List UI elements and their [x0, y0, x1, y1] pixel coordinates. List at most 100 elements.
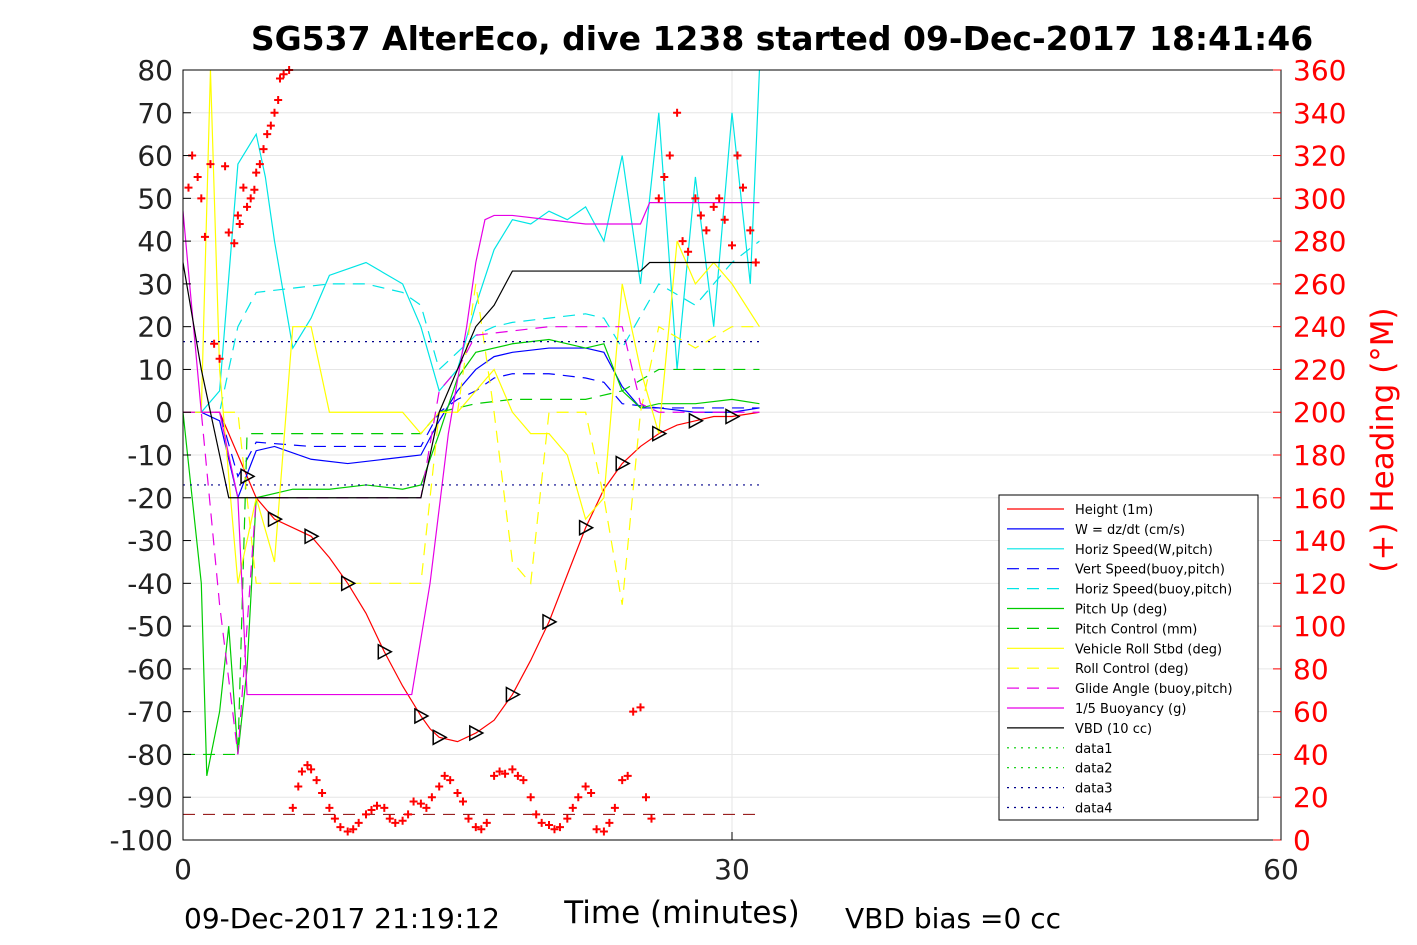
heading-point — [318, 788, 327, 797]
legend-label: Horiz Speed(buoy,pitch) — [1075, 583, 1232, 598]
y-tick-label: -40 — [127, 567, 173, 600]
heading-point — [477, 825, 486, 834]
footer-timestamp: 09-Dec-2017 21:19:12 — [184, 902, 500, 935]
heading-point — [574, 793, 583, 802]
y-tick-label: 70 — [137, 97, 173, 130]
heading-point — [246, 194, 255, 203]
right-tick-label: 240 — [1293, 311, 1346, 344]
heading-point — [330, 814, 339, 823]
right-tick-label: 200 — [1293, 396, 1346, 429]
y-tick-label: 0 — [155, 396, 173, 429]
right-tick-label: 20 — [1293, 781, 1329, 814]
heading-point — [372, 801, 381, 810]
heading-point — [409, 797, 418, 806]
right-tick-label: 120 — [1293, 567, 1346, 600]
height-marker — [432, 729, 448, 746]
heading-point — [343, 827, 352, 836]
heading-point — [482, 818, 491, 827]
y-tick-label: -80 — [127, 738, 173, 771]
legend-label: W = dz/dt (cm/s) — [1075, 523, 1185, 538]
heading-point — [270, 108, 279, 117]
heading-point — [233, 211, 242, 220]
heading-point — [197, 194, 206, 203]
series-line — [183, 283, 760, 605]
heading-point — [720, 215, 729, 224]
height-marker — [652, 425, 668, 442]
heading-point — [307, 765, 316, 774]
heading-point — [427, 793, 436, 802]
heading-point — [362, 810, 370, 819]
heading-point — [733, 151, 742, 160]
heading-point — [224, 228, 233, 237]
heading-point — [660, 172, 669, 181]
footer-vbd-bias: VBD bias =0 cc — [845, 902, 1061, 935]
y-tick-label: 10 — [137, 353, 173, 386]
heading-point — [592, 825, 601, 834]
heading-point — [746, 226, 755, 235]
heading-point — [250, 185, 259, 194]
legend-label: VBD (10 cc) — [1075, 722, 1152, 737]
heading-point — [297, 767, 306, 776]
heading-point — [275, 74, 284, 83]
heading-point — [458, 797, 467, 806]
heading-point — [210, 339, 219, 348]
height-marker — [240, 468, 256, 485]
right-tick-label: 80 — [1293, 653, 1329, 686]
y-tick-label: 30 — [137, 268, 173, 301]
heading-point — [587, 788, 596, 797]
height-marker — [615, 455, 631, 472]
heading-point — [696, 211, 705, 220]
height-marker — [578, 519, 595, 536]
right-tick-label: 260 — [1293, 268, 1346, 301]
height-marker — [542, 613, 558, 631]
y-tick-label: 60 — [137, 140, 173, 173]
heading-point — [312, 776, 321, 785]
heading-point — [702, 226, 711, 235]
heading-point — [259, 145, 268, 154]
heading-point — [550, 825, 559, 834]
heading-point — [252, 168, 261, 177]
heading-point — [193, 172, 202, 181]
x-tick-label: 0 — [174, 853, 192, 886]
legend-label: Height (1m) — [1075, 503, 1153, 518]
heading-point — [453, 788, 462, 797]
series-line — [183, 373, 760, 478]
x-tick-label: 30 — [714, 853, 750, 886]
heading-point — [623, 771, 632, 780]
heading-point — [239, 183, 248, 192]
right-axis-label: (+) Heading (°M) — [1365, 307, 1401, 572]
heading-point — [243, 202, 252, 211]
heading-point — [751, 258, 760, 267]
heading-point — [404, 810, 413, 819]
right-tick-label: 140 — [1293, 525, 1346, 558]
legend-label: data4 — [1075, 802, 1113, 817]
heading-point — [294, 782, 303, 791]
heading-point — [380, 803, 389, 812]
legend-label: data1 — [1075, 742, 1113, 757]
legend-label: 1/5 Buoyancy (g) — [1075, 702, 1186, 717]
heading-point — [581, 782, 590, 791]
heading-point — [501, 769, 510, 778]
legend-label: data2 — [1075, 762, 1113, 777]
right-tick-label: 60 — [1293, 696, 1329, 729]
heading-point — [490, 771, 499, 780]
heading-point — [325, 803, 334, 812]
heading-point — [647, 814, 656, 823]
y-tick-label: -50 — [127, 610, 173, 643]
heading-point — [563, 814, 572, 823]
heading-point — [184, 183, 193, 192]
right-tick-label: 40 — [1293, 738, 1329, 771]
heading-point — [266, 121, 275, 130]
heading-point — [495, 767, 504, 776]
heading-point — [513, 771, 522, 780]
series-line — [183, 70, 761, 413]
height-marker — [505, 686, 521, 703]
heading-point — [221, 162, 230, 171]
heading-point — [385, 814, 394, 823]
heading-point — [678, 237, 687, 246]
heading-point — [537, 818, 546, 827]
series-line — [183, 347, 760, 500]
right-tick-label: 0 — [1293, 824, 1311, 857]
heading-point — [255, 160, 264, 169]
